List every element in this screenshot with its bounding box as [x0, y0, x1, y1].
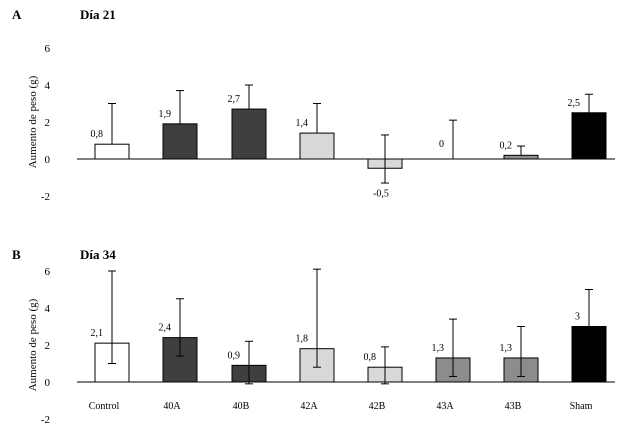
data-label: 1,4 [296, 118, 309, 129]
data-label: 1,3 [432, 343, 445, 354]
x-category-label: 43A [436, 401, 454, 412]
y-tick-label: 0 [45, 154, 51, 166]
y-tick-label: -2 [41, 414, 50, 426]
bar [162, 123, 198, 160]
y-tick-label: 0 [45, 377, 51, 389]
y-tick-label: 2 [45, 117, 51, 129]
y-axis-label: Aumento de peso (g) [27, 298, 39, 391]
x-category-label: 42A [300, 401, 318, 412]
data-label: -0,5 [373, 188, 389, 199]
y-tick-label: 6 [45, 43, 51, 55]
x-category-label: 40B [233, 401, 250, 412]
y-tick-label: 6 [45, 266, 51, 278]
data-label: 0 [439, 139, 444, 150]
bar [503, 154, 539, 160]
bar [571, 112, 607, 160]
y-tick-label: 2 [45, 340, 51, 352]
data-label: 2,1 [91, 328, 104, 339]
data-label: 1,9 [159, 109, 172, 120]
data-label: 0,9 [228, 350, 241, 361]
data-label: 3 [575, 312, 580, 323]
bar [299, 132, 335, 160]
data-label: 2,7 [228, 94, 241, 105]
bar [94, 143, 130, 160]
data-label: 2,4 [159, 323, 172, 334]
y-axis-label: Aumento de peso (g) [27, 75, 39, 168]
panel-letter: A [12, 7, 22, 22]
panel-title: Día 21 [80, 7, 116, 22]
x-category-label: 43B [505, 401, 522, 412]
data-label: 0,2 [500, 140, 513, 151]
x-category-label: Sham [570, 401, 593, 412]
y-tick-label: 4 [45, 80, 51, 92]
panel-title: Día 34 [80, 247, 116, 262]
data-label: 0,8 [91, 129, 104, 140]
x-category-label: Control [89, 401, 120, 412]
data-label: 1,3 [500, 343, 513, 354]
data-label: 1,8 [296, 334, 309, 345]
x-category-label: 40A [163, 401, 181, 412]
bar [231, 108, 267, 160]
data-label: 0,8 [364, 352, 377, 363]
x-category-label: 42B [369, 401, 386, 412]
y-tick-label: -2 [41, 191, 50, 203]
y-tick-label: 4 [45, 303, 51, 315]
panel-letter: B [12, 247, 21, 262]
data-label: 2,5 [568, 98, 581, 109]
